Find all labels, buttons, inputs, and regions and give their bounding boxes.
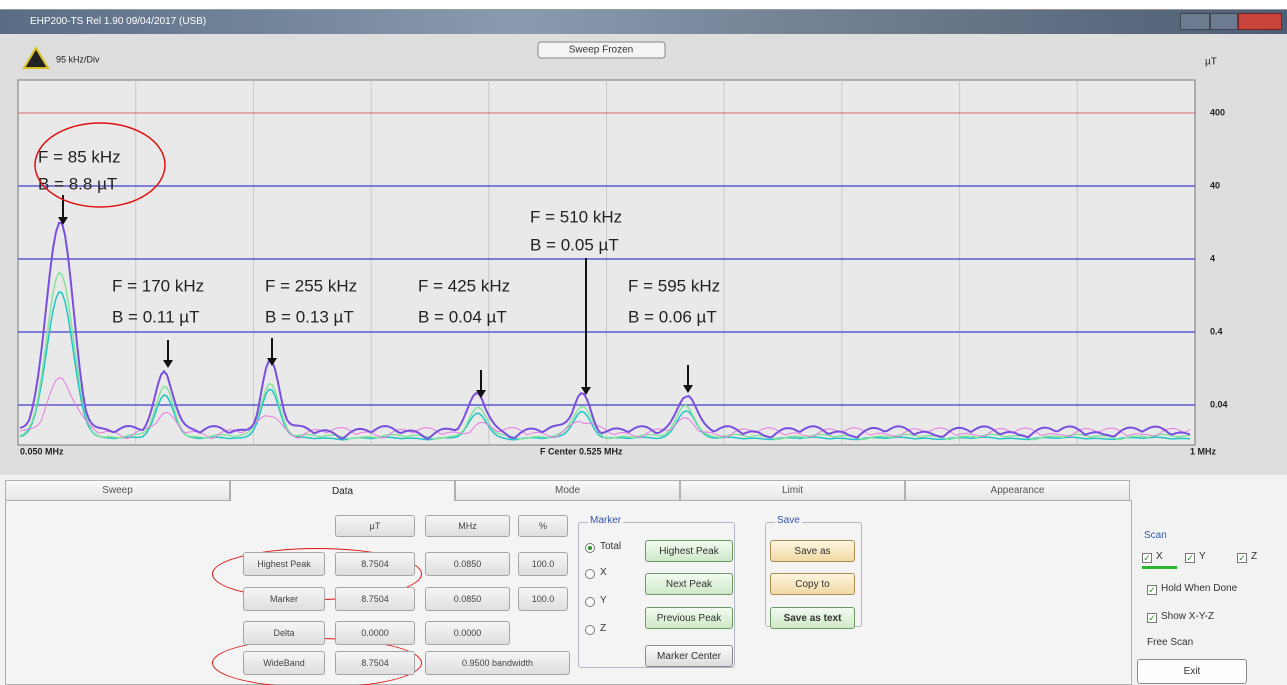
checkbox[interactable]: ✓ (1147, 613, 1157, 623)
tab[interactable]: Appearance (905, 480, 1130, 500)
radio[interactable] (585, 625, 595, 635)
table-cell: 0.0850 (425, 552, 510, 576)
annotation-field: B = 8.8 µT (38, 174, 117, 193)
row-label: Delta (243, 621, 325, 645)
annotation-field: B = 0.13 µT (265, 307, 354, 326)
y-label: 0.04 (1210, 399, 1228, 409)
annotation-field: B = 0.06 µT (628, 307, 717, 326)
marker-title: Marker (588, 515, 623, 526)
marker-button[interactable]: Highest Peak (645, 540, 733, 562)
marker-button[interactable]: Previous Peak (645, 607, 733, 629)
annotation-frequency: F = 510 kHz (530, 207, 622, 226)
y-label: 4 (1210, 253, 1215, 263)
checkbox-label[interactable]: X (1156, 551, 1163, 562)
table-cell: 100.0 (518, 587, 568, 611)
checkbox[interactable]: ✓ (1185, 553, 1195, 563)
annotation-field: B = 0.11 µT (112, 307, 199, 326)
tab[interactable]: Data (230, 480, 455, 501)
table-cell: 0.0000 (425, 621, 510, 645)
annotation-frequency: F = 170 kHz (112, 276, 204, 295)
scan-indicator (1142, 566, 1177, 569)
div-label: 95 kHz/Div (56, 54, 100, 64)
table-cell: 0.9500 bandwidth (425, 651, 570, 675)
save-button[interactable]: Save as text (770, 607, 855, 629)
marker-button[interactable]: Next Peak (645, 573, 733, 595)
x-label-center: F Center 0.525 MHz (540, 446, 623, 456)
checkbox[interactable]: ✓ (1237, 553, 1247, 563)
save-title: Save (775, 515, 802, 526)
checkbox-label[interactable]: Hold When Done (1161, 583, 1237, 594)
table-cell: 8.7504 (335, 552, 415, 576)
y-label: 40 (1210, 180, 1220, 190)
x-label-start: 0.050 MHz (20, 446, 64, 456)
radio[interactable] (585, 569, 595, 579)
app-window: EHP200-TS Rel 1.90 09/04/2017 (USB) 95 k… (0, 0, 1287, 685)
table-cell: 100.0 (518, 552, 568, 576)
annotation-frequency: F = 425 kHz (418, 276, 510, 295)
row-label: Marker (243, 587, 325, 611)
y-label: 400 (1210, 107, 1225, 117)
radio-label[interactable]: Y (600, 595, 607, 606)
tab[interactable]: Sweep (5, 480, 230, 500)
table-cell: 8.7504 (335, 587, 415, 611)
checkbox-label[interactable]: Show X-Y-Z (1161, 611, 1214, 622)
save-button[interactable]: Save as (770, 540, 855, 562)
save-button[interactable]: Copy to (770, 573, 855, 595)
row-label: WideBand (243, 651, 325, 675)
checkbox[interactable]: ✓ (1142, 553, 1152, 563)
x-label-end: 1 MHz (1190, 446, 1217, 456)
annotation-frequency: F = 255 kHz (265, 276, 357, 295)
tab[interactable]: Mode (455, 480, 680, 500)
checkbox-label[interactable]: Y (1199, 551, 1206, 562)
scan-mode: Free Scan (1147, 637, 1193, 648)
radio[interactable] (585, 543, 595, 553)
scan-title: Scan (1142, 530, 1169, 541)
checkbox-label[interactable]: Z (1251, 551, 1257, 562)
annotation-frequency: F = 595 kHz (628, 276, 720, 295)
table-cell: 8.7504 (335, 651, 415, 675)
sweep-button[interactable]: Sweep Frozen (569, 45, 633, 56)
checkbox[interactable]: ✓ (1147, 585, 1157, 595)
marker-button[interactable]: Marker Center (645, 645, 733, 667)
table-cell: 0.0850 (425, 587, 510, 611)
annotation-field: B = 0.04 µT (418, 307, 507, 326)
table-header: µT (335, 515, 415, 537)
annotation-frequency: F = 85 kHz (38, 147, 121, 166)
row-label: Highest Peak (243, 552, 325, 576)
spectrum-plot: 95 kHz/Div Sweep Frozen µT 0.050 MHz F C… (0, 0, 1287, 475)
radio-label[interactable]: Z (600, 623, 606, 634)
tab[interactable]: Limit (680, 480, 905, 500)
annotation-field: B = 0.05 µT (530, 235, 619, 254)
y-label: 0.4 (1210, 326, 1223, 336)
radio[interactable] (585, 597, 595, 607)
radio-label[interactable]: X (600, 567, 607, 578)
table-header: MHz (425, 515, 510, 537)
unit-label: µT (1205, 57, 1217, 68)
exit-button[interactable]: Exit (1137, 659, 1247, 684)
table-cell: 0.0000 (335, 621, 415, 645)
radio-label[interactable]: Total (600, 541, 621, 552)
table-header: % (518, 515, 568, 537)
